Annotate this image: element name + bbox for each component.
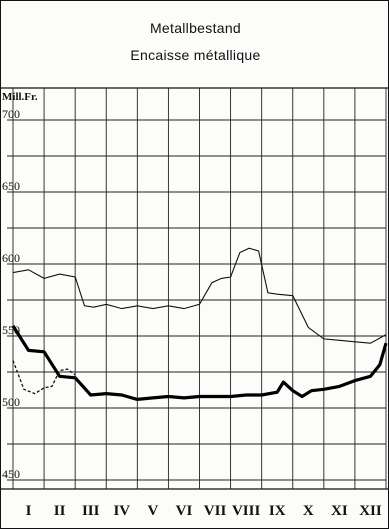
x-tick-label: III (82, 503, 100, 519)
x-tick-label: XII (359, 503, 382, 519)
y-tick-label: 550 (2, 323, 20, 337)
x-tick-label: IX (269, 503, 286, 519)
series-line-thin (12, 247, 387, 344)
y-tick-label: 600 (2, 251, 20, 265)
x-tick-label: XI (331, 503, 348, 519)
x-tick-label: V (147, 503, 158, 519)
y-unit-label: Mill.Fr. (2, 91, 38, 103)
x-tick-label: VI (176, 503, 193, 519)
y-tick-label: 700 (2, 107, 20, 121)
x-tick-label: II (54, 503, 66, 519)
x-tick-label: X (303, 503, 314, 519)
y-tick-label: 650 (2, 179, 20, 193)
x-tick-label: VII (204, 503, 227, 519)
series-line-thick (11, 325, 388, 401)
y-tick-label: 500 (2, 395, 20, 409)
x-tick-label: I (26, 503, 32, 519)
y-tick-label: 450 (2, 467, 20, 481)
x-tick-label: VIII (232, 503, 261, 519)
x-tick-label: IV (113, 503, 130, 519)
chart-subtitle: Encaisse métallique (130, 47, 261, 63)
series-line-dashed (12, 360, 76, 395)
chart-title: Metallbestand (149, 20, 242, 36)
